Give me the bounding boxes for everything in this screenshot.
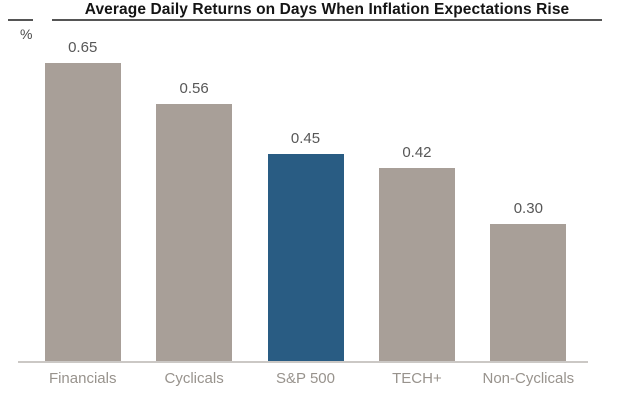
bar-value-label: 0.45 <box>290 130 321 147</box>
bar <box>44 63 121 362</box>
x-axis-line <box>18 361 588 363</box>
title-underline-left-segment <box>8 19 33 21</box>
x-axis-label-s-p-500: S&P 500 <box>276 370 335 387</box>
bar <box>156 104 233 362</box>
x-axis-label-tech: TECH+ <box>392 370 442 387</box>
x-axis-label-financials: Financials <box>48 370 117 387</box>
bar-value-label: 0.56 <box>179 80 209 97</box>
bar-value-label: 0.42 <box>402 144 432 161</box>
bar-value-label: 0.30 <box>513 200 543 217</box>
x-axis-labels: Financials Cyclicals S&P 500 TECH+ Non-Cycli… <box>27 370 584 387</box>
bar <box>378 168 455 362</box>
bar-column-non-cyclicals: 0.30 <box>473 39 584 362</box>
bars-row: 0.65 0.56 0.45 0.42 0.30 <box>27 39 584 362</box>
y-axis-unit-label: % <box>20 26 33 42</box>
bar-column-s-p-500: 0.45 <box>250 39 361 362</box>
x-axis-label-cyclicals: Cyclicals <box>164 370 224 387</box>
bar-value-label: 0.65 <box>68 39 98 56</box>
bar <box>267 154 344 362</box>
x-axis-label-non-cyclicals: Non-Cyclicals <box>482 370 575 387</box>
bar <box>490 224 567 362</box>
title-underline <box>52 19 602 21</box>
bar-column-financials: 0.65 <box>27 39 138 362</box>
bar-column-cyclicals: 0.56 <box>138 39 249 362</box>
chart-title: Average Daily Returns on Days When Infla… <box>84 1 570 18</box>
bar-column-tech: 0.42 <box>361 39 472 362</box>
